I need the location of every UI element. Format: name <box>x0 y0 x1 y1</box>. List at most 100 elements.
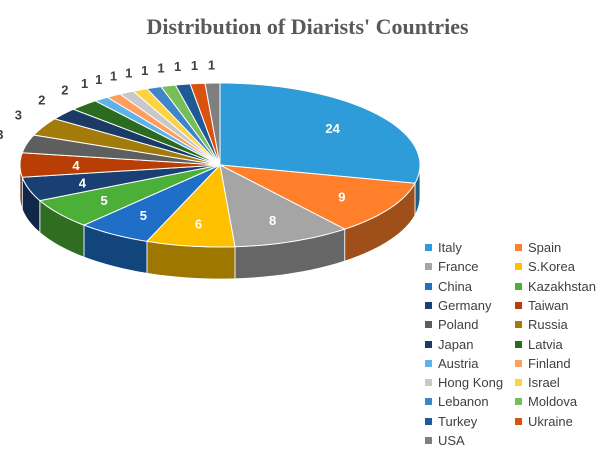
legend-item-israel: Israel <box>515 373 560 392</box>
legend-item-austria: Austria <box>425 354 478 373</box>
data-label-japan: 2 <box>38 93 45 108</box>
data-label-russia: 3 <box>15 107 22 122</box>
pie-slice-china <box>82 164 221 242</box>
legend-swatch <box>425 263 432 271</box>
data-label-italy: 24 <box>325 121 340 136</box>
data-label-kazakhstan: 5 <box>100 193 107 208</box>
legend-label: Russia <box>528 317 568 333</box>
data-label-latvia: 2 <box>61 83 68 98</box>
data-label-israel: 1 <box>125 65 132 80</box>
data-label-austria: 1 <box>81 76 88 91</box>
legend-item-germany: Germany <box>425 296 491 315</box>
legend-swatch <box>425 417 432 425</box>
chart-title: Distribution of Diarists' Countries <box>146 14 469 39</box>
pie-slice-germany <box>21 164 221 202</box>
pie-slice-spain <box>219 164 416 230</box>
data-label-lebanon: 1 <box>141 63 148 78</box>
legend-item-turkey: Turkey <box>425 412 477 431</box>
legend-swatch <box>515 263 522 271</box>
legend-item-kazakhstan: Kazakhstan <box>515 277 596 296</box>
legend-swatch <box>425 437 432 445</box>
legend-label: Japan <box>438 336 474 352</box>
data-label-china: 5 <box>140 208 147 223</box>
legend-swatch <box>425 301 432 309</box>
pie-slice-s-korea <box>145 163 236 248</box>
legend-swatch <box>515 244 522 252</box>
legend-item-china: China <box>425 277 472 296</box>
data-label-france: 8 <box>269 213 276 228</box>
data-label-germany: 4 <box>79 175 87 190</box>
legend-label: France <box>438 259 479 275</box>
data-label-finland: 1 <box>95 72 102 87</box>
legend-swatch <box>425 321 432 329</box>
legend-swatch <box>515 379 522 387</box>
pie-slice-russia <box>32 118 221 166</box>
data-label-spain: 9 <box>338 189 345 204</box>
legend-label: Hong Kong <box>438 375 504 391</box>
legend-swatch <box>425 244 432 252</box>
pie-slice-latvia <box>72 100 221 166</box>
data-label-s-korea: 6 <box>195 216 202 231</box>
legend-label: Israel <box>528 375 560 391</box>
legend-swatch <box>515 359 522 367</box>
legend-item-usa: USA <box>425 431 465 450</box>
pie-slice-italy <box>219 82 421 184</box>
legend-item-taiwan: Taiwan <box>515 296 568 315</box>
legend-swatch <box>515 282 522 290</box>
pie-slice-taiwan <box>19 152 221 178</box>
legend-item-spain: Spain <box>515 238 561 257</box>
legend-label: Lebanon <box>438 394 489 410</box>
legend-label: Poland <box>438 317 479 333</box>
legend-item-poland: Poland <box>425 315 478 334</box>
legend-item-lebanon: Lebanon <box>425 392 489 411</box>
data-label-usa: 1 <box>208 58 215 73</box>
legend-label: Germany <box>438 297 492 313</box>
data-label-turkey: 1 <box>174 59 181 74</box>
data-label-moldova: 1 <box>157 61 164 76</box>
legend-label: S.Korea <box>528 259 575 275</box>
legend-item-france: France <box>425 257 478 276</box>
legend-swatch <box>515 340 522 348</box>
data-label-ukraine: 1 <box>191 58 198 73</box>
legend-item-finland: Finland <box>515 354 571 373</box>
pie-tops <box>19 82 421 248</box>
legend-label: Turkey <box>438 413 478 429</box>
legend-label: China <box>438 278 472 294</box>
legend-swatch <box>515 321 522 329</box>
legend-swatch <box>425 398 432 406</box>
legend-label: Austria <box>438 355 479 371</box>
legend-label: Taiwan <box>528 297 569 313</box>
legend-item-hong-kong: Hong Kong <box>425 373 503 392</box>
legend-label: Italy <box>438 240 462 255</box>
legend-swatch <box>515 417 522 425</box>
pie-slice-france <box>219 164 347 248</box>
legend-swatch <box>425 340 432 348</box>
data-label-hong-kong: 1 <box>110 68 117 83</box>
legend-swatch <box>515 301 522 309</box>
legend-item-japan: Japan <box>425 335 473 354</box>
legend-swatch <box>425 379 432 387</box>
legend-label: Latvia <box>528 336 563 352</box>
legend-item-italy: Italy <box>425 238 462 257</box>
legend-label: Moldova <box>528 394 578 410</box>
legend-label: Ukraine <box>528 413 573 429</box>
legend-item-latvia: Latvia <box>515 335 563 354</box>
legend-label: USA <box>438 433 465 448</box>
legend-item-s-korea: S.Korea <box>515 257 575 276</box>
legend-label: Finland <box>528 355 571 371</box>
data-label-poland: 3 <box>0 127 3 142</box>
legend-swatch <box>425 282 432 290</box>
legend-item-russia: Russia <box>515 315 568 334</box>
pie-labels: 2498655443322111111111 <box>0 58 346 232</box>
pie-slice-kazakhstan <box>38 164 221 226</box>
legend-item-moldova: Moldova <box>515 392 577 411</box>
legend-swatch <box>515 398 522 406</box>
data-label-taiwan: 4 <box>72 158 80 173</box>
legend-label: Kazakhstan <box>528 278 596 294</box>
pie-slice-usa <box>204 82 221 166</box>
pie-slice-japan <box>53 108 221 166</box>
legend-item-ukraine: Ukraine <box>515 412 573 431</box>
legend-swatch <box>425 359 432 367</box>
legend-label: Spain <box>528 240 562 255</box>
